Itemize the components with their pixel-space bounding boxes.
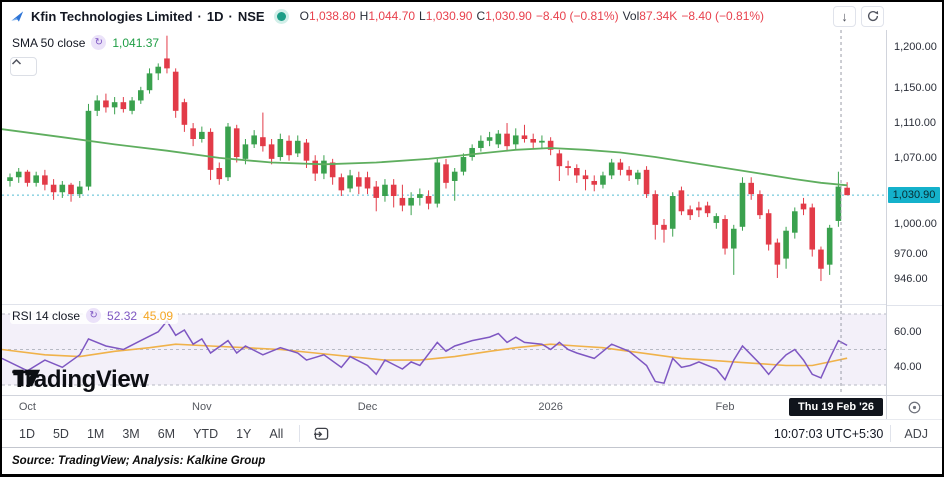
tradingview-watermark: TradingView xyxy=(12,366,149,394)
price-axis[interactable]: 1,200.00 1,150.00 1,110.00 1,070.00 1,000.00… xyxy=(887,30,942,305)
rsi-value: 52.32 xyxy=(107,308,138,323)
reset-view-button[interactable] xyxy=(861,5,884,27)
range-button-1m[interactable]: 1M xyxy=(78,424,113,444)
rsi-line xyxy=(2,319,848,385)
scroll-to-recent-button[interactable]: ↓ xyxy=(833,5,856,27)
toolbar-divider xyxy=(890,425,892,442)
price-tick-label: 970.00 xyxy=(894,248,928,261)
rsi-label: RSI 14 close xyxy=(12,308,81,323)
title-separator: · xyxy=(197,8,202,24)
price-pane[interactable]: SMA 50 close ↻ 1,041.37 xyxy=(2,30,886,305)
clock-time: 10:07:03 xyxy=(773,426,823,441)
low-label: L xyxy=(419,9,426,23)
symbol-logo-icon xyxy=(11,10,24,22)
range-button-ytd[interactable]: YTD xyxy=(184,424,227,444)
axis-settings-icon xyxy=(908,401,921,414)
volume-value: 87.34K xyxy=(639,9,678,23)
sma-50-line xyxy=(2,128,848,187)
price-tick-label: 1,070.00 xyxy=(894,152,937,165)
sma-legend[interactable]: SMA 50 close ↻ 1,041.37 xyxy=(10,34,165,51)
rsi-chart[interactable] xyxy=(2,305,886,395)
exchange-label[interactable]: NSE xyxy=(237,8,265,24)
rsi-value-axis[interactable]: 60.00 40.00 xyxy=(887,305,942,395)
rsi-tick-label: 60.00 xyxy=(894,325,922,338)
close-label: C xyxy=(476,9,486,23)
high-value: 1,044.70 xyxy=(368,9,416,23)
calendar-goto-icon xyxy=(314,427,329,440)
ohlc-readout: O1,038.80 H1,044.70 L1,030.90 C1,030.90 … xyxy=(300,9,764,23)
time-axis-row: Thu 19 Feb '26 Oct Nov Dec 2026 Feb xyxy=(2,395,942,419)
rsi-tick-label: 40.00 xyxy=(894,361,922,374)
volume-change-value: −8.40 (−0.81%) xyxy=(681,9,765,23)
close-value: 1,030.90 xyxy=(485,9,532,23)
sync-icon: ↻ xyxy=(91,35,107,50)
candlestick-chart[interactable] xyxy=(2,30,886,304)
range-button-5d[interactable]: 5D xyxy=(44,424,78,444)
tradingview-logo-icon xyxy=(13,369,41,387)
high-label: H xyxy=(359,9,369,23)
time-tick-label: Nov xyxy=(192,401,212,413)
change-value: −8.40 (−0.81%) xyxy=(535,9,619,23)
bottom-toolbar: 1D 5D 1M 3M 6M YTD 1Y All 10:07:03 UTC+5:30 ADJ xyxy=(2,419,942,447)
chart-region: SMA 50 close ↻ 1,041.37 RSI 14 close ↻ 5… xyxy=(2,30,942,395)
reset-view-icon xyxy=(867,10,878,22)
title-separator: · xyxy=(228,8,233,24)
time-tick-label: 2026 xyxy=(538,401,563,413)
interval-label[interactable]: 1D xyxy=(206,8,224,24)
range-button-all[interactable]: All xyxy=(260,424,292,444)
open-value: 1,038.80 xyxy=(308,9,356,23)
price-tick-label: 1,000.00 xyxy=(894,218,937,231)
sma-label: SMA 50 close xyxy=(12,35,86,50)
rsi-legend[interactable]: RSI 14 close ↻ 52.32 45.09 xyxy=(10,307,179,324)
range-button-1y[interactable]: 1Y xyxy=(227,424,260,444)
crosshair-date-badge: Thu 19 Feb '26 xyxy=(789,398,883,416)
rsi-ma-value: 45.09 xyxy=(143,308,174,323)
price-tick-label: 1,110.00 xyxy=(894,116,937,129)
symbol-title[interactable]: Kfin Technologies Limited · 1D · NSE xyxy=(31,9,265,24)
symbol-name[interactable]: Kfin Technologies Limited xyxy=(31,8,193,24)
chart-header: Kfin Technologies Limited · 1D · NSE O1,… xyxy=(2,2,942,30)
range-button-6m[interactable]: 6M xyxy=(149,424,184,444)
price-tick-label: 1,200.00 xyxy=(894,40,937,53)
current-time[interactable]: 10:07:03 UTC+5:30 xyxy=(774,427,883,441)
volume-label: Vol xyxy=(622,9,640,23)
collapse-pane-button[interactable] xyxy=(10,57,37,76)
range-button-3m[interactable]: 3M xyxy=(113,424,148,444)
price-tick-label: 1,150.00 xyxy=(894,82,937,94)
range-button-1d[interactable]: 1D xyxy=(10,424,44,444)
open-label: O xyxy=(299,9,309,23)
go-to-date-button[interactable] xyxy=(307,424,336,443)
axis-settings-button[interactable] xyxy=(886,396,942,419)
toolbar-divider xyxy=(299,425,301,442)
sync-icon: ↻ xyxy=(86,308,102,323)
time-axis[interactable]: Thu 19 Feb '26 Oct Nov Dec 2026 Feb xyxy=(2,396,886,419)
sma-value: 1,041.37 xyxy=(112,35,160,50)
candlestick-series xyxy=(7,35,850,282)
clock-timezone[interactable]: UTC+5:30 xyxy=(826,426,884,441)
time-tick-label: Oct xyxy=(18,401,36,413)
price-tick-label: 946.00 xyxy=(894,272,928,285)
market-status-dot xyxy=(276,11,286,21)
rsi-ma-line xyxy=(2,343,848,367)
time-tick-label: Feb xyxy=(715,401,735,413)
low-value: 1,030.90 xyxy=(425,9,473,23)
adjusted-data-toggle[interactable]: ADJ xyxy=(904,426,928,441)
chevron-up-icon xyxy=(11,58,22,65)
time-tick-label: Dec xyxy=(357,401,378,413)
footer-caption-bar: Source: TradingView; Analysis: Kalkine G… xyxy=(2,447,942,474)
source-caption: Source: TradingView; Analysis: Kalkine G… xyxy=(12,455,266,467)
rsi-pane[interactable]: RSI 14 close ↻ 52.32 45.09 TradingView xyxy=(2,305,886,395)
current-price-badge: 1,030.90 xyxy=(888,187,940,204)
